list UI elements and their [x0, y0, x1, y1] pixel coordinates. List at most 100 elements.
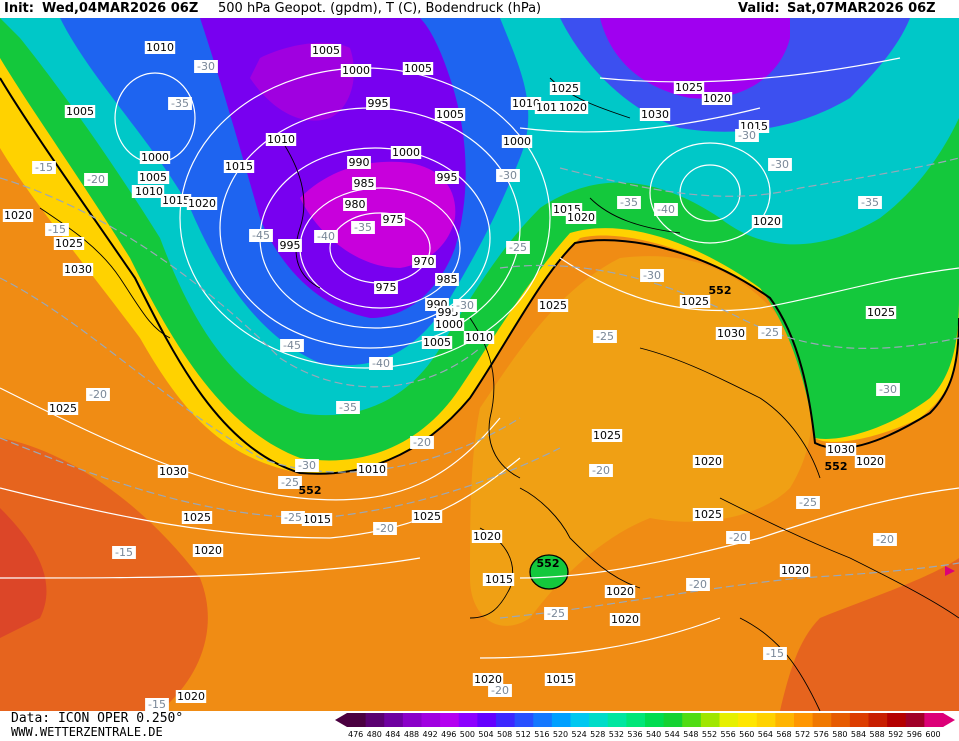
colorbar-swatch: [384, 713, 404, 727]
isobar-label: 1025: [183, 511, 211, 524]
colorbar-swatch: [626, 713, 646, 727]
colorbar-swatch: [514, 713, 534, 727]
valid-datetime: Sat,07MAR2026 06Z: [787, 1, 936, 16]
isotherm-label-bg: [617, 196, 641, 209]
colorbar-swatch: [365, 713, 385, 727]
isobar-label-bg: [591, 429, 623, 442]
init-datetime: Wed,04MAR2026 06Z: [42, 1, 199, 16]
isotherm-label: -20: [592, 464, 610, 477]
isotherm-label: -25: [281, 476, 299, 489]
colorbar-swatch: [682, 713, 702, 727]
colorbar-tick-label: 484: [385, 730, 401, 739]
isobar-label-bg: [133, 185, 165, 198]
colorbar-swatch: [402, 713, 422, 727]
isobar-label: 980: [345, 198, 366, 211]
isotherm-label-bg: [86, 388, 110, 401]
colorbar-swatch: [924, 713, 944, 727]
isotherm-label-bg: [281, 511, 305, 524]
isotherm-label-bg: [654, 203, 678, 216]
colorbar-swatch: [347, 713, 367, 727]
isotherm-label-bg: [314, 230, 338, 243]
isobar-label: 1020: [474, 673, 502, 686]
isotherm-label-bg: [278, 476, 302, 489]
isotherm-label: -45: [283, 339, 301, 352]
isotherm-label: -35: [861, 196, 879, 209]
isobar-label: 1020: [194, 544, 222, 557]
isobar-label: 1025: [413, 510, 441, 523]
map-title: 500 hPa Geopot. (gpdm), T (C), Bodendruc…: [218, 1, 542, 16]
colorbar-tick-label: 488: [403, 730, 420, 739]
isotherm-label-bg: [249, 229, 273, 242]
isotherm-label-bg: [873, 533, 897, 546]
isobar-label-bg: [779, 564, 811, 577]
isobar-label: 995: [437, 171, 458, 184]
isotherm-label: -30: [499, 169, 517, 182]
isobar-label-bg: [421, 336, 453, 349]
colorbar-swatch: [887, 713, 907, 727]
isotherm-label: -20: [413, 436, 431, 449]
isobar-label-bg: [639, 108, 671, 121]
isobar-label-bg: [310, 44, 342, 57]
colorbar-tick-label: 596: [906, 730, 923, 739]
isotherm-label: -45: [252, 229, 270, 242]
isobar-label: 1025: [593, 429, 621, 442]
isobar-label: 1005: [139, 171, 167, 184]
isobar-label: 1020: [753, 215, 781, 228]
colorbar-tick-label: 516: [534, 730, 550, 739]
contour-552-labels: 552 552 552 552: [299, 284, 848, 570]
isobar-label-bg: [435, 171, 459, 184]
isobar-label-bg: [435, 273, 459, 286]
colorbar-swatch: [607, 713, 627, 727]
isotherm-label-bg: [726, 531, 750, 544]
isobar-label: 1020: [473, 530, 501, 543]
isotherm-label: -20: [376, 522, 394, 535]
isobar-label-bg: [751, 215, 783, 228]
isobar-label-bg: [157, 465, 189, 478]
isobar-label: 1000: [392, 146, 420, 159]
isobar-label-bg: [534, 101, 566, 114]
colorbar-tick-label: 548: [683, 730, 699, 739]
colorbar-tick-label: 568: [776, 730, 792, 739]
data-source: Data: ICON OPER 0.250°: [11, 711, 184, 726]
isobar-label: 1025: [55, 237, 83, 250]
isobar-label: 1025: [681, 295, 709, 308]
isobar-label-bg: [2, 209, 34, 222]
isotherm-label: -15: [115, 546, 133, 559]
isobar-label-bg: [501, 135, 533, 148]
contour-552-label: 552: [537, 557, 560, 570]
isobar-label: 1025: [49, 402, 77, 415]
isobar-label-bg: [510, 97, 542, 110]
colorbar-swatch: [905, 713, 925, 727]
isobar-label-bg: [62, 263, 94, 276]
isotherm-label-bg: [194, 60, 218, 73]
isobar-label-bg: [186, 197, 218, 210]
isobar-label: 1015: [225, 160, 253, 173]
isobar-label: 1030: [641, 108, 669, 121]
isobar-label-bg: [356, 463, 388, 476]
colorbar-tick-label: 560: [739, 730, 755, 739]
isobar-label: 1015: [162, 194, 190, 207]
colorbar-swatch: [440, 713, 460, 727]
isobar-label: 1025: [694, 508, 722, 521]
isobar-label: 1020: [694, 455, 722, 468]
isobar-label-bg: [160, 194, 192, 207]
isotherm-label: -25: [761, 326, 779, 339]
isotherm-label-bg: [496, 169, 520, 182]
isotherm-label-bg: [686, 578, 710, 591]
isobar-label-bg: [434, 108, 466, 121]
isotherm-label: -25: [284, 511, 302, 524]
isotherm-label-bg: [768, 158, 792, 171]
isobar-label-bg: [565, 211, 597, 224]
isotherm-label-bg: [373, 522, 397, 535]
contour-552-label: 552: [299, 484, 322, 497]
isobar-label-bg: [701, 92, 733, 105]
website: WWW.WETTERZENTRALE.DE: [11, 725, 163, 739]
isotherm-label: -15: [766, 647, 784, 660]
colorbar-swatch: [719, 713, 739, 727]
isobar-label-bg: [433, 318, 465, 331]
isotherm-label: -30: [456, 299, 474, 312]
isotherm-label-bg: [640, 269, 664, 282]
isobar-label-bg: [865, 306, 897, 319]
isotherm-label: -15: [35, 161, 53, 174]
